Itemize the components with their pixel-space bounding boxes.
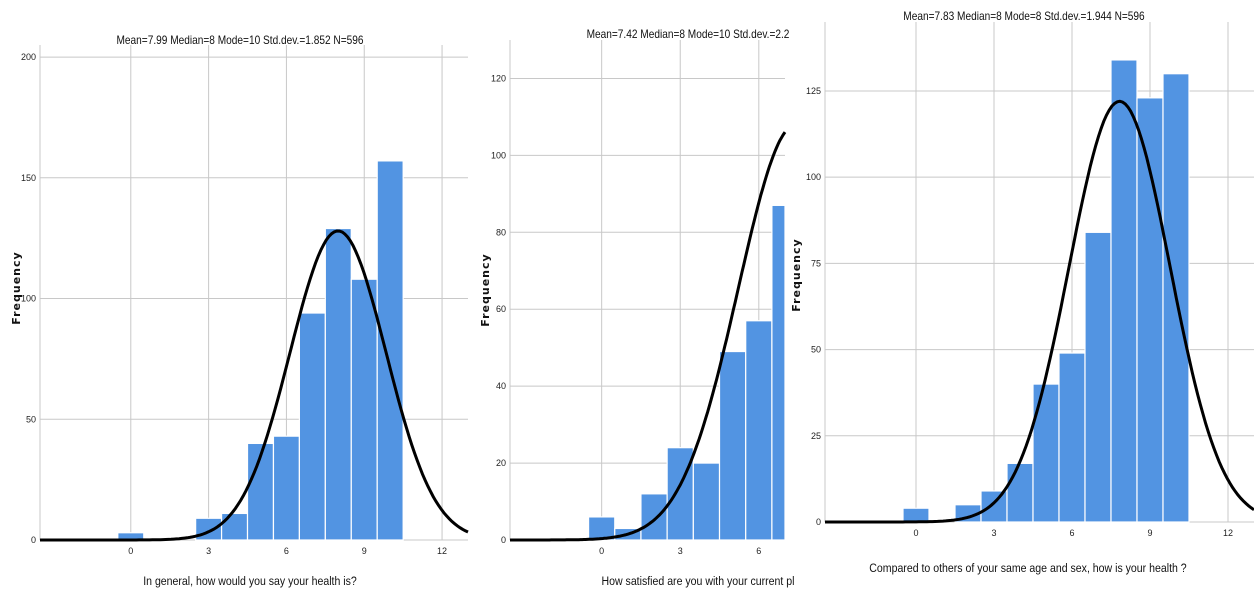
- x-tick-label: 3: [206, 546, 211, 556]
- x-tick-label: 3: [678, 546, 683, 556]
- histogram-bar: [195, 517, 223, 541]
- histogram-panel-general-health: Mean=7.99 Median=8 Mode=10 Std.dev.=1.85…: [10, 34, 469, 588]
- x-tick-label: 6: [756, 546, 761, 556]
- x-tick-label: 0: [128, 546, 133, 556]
- y-axis-label: Frequency: [10, 251, 23, 324]
- chart-title: Mean=7.99 Median=8 Mode=10 Std.dev.=1.85…: [116, 34, 363, 47]
- histogram-bar: [692, 462, 721, 541]
- x-tick-label: 9: [362, 546, 367, 556]
- y-tick-label: 75: [811, 258, 821, 268]
- y-tick-label: 50: [811, 345, 821, 355]
- y-tick-label: 120: [491, 73, 506, 83]
- histogram-bar: [298, 312, 326, 541]
- x-tick-label: 6: [284, 546, 289, 556]
- x-axis-label: Compared to others of your same age and …: [869, 562, 1186, 575]
- histogram-bar: [640, 493, 668, 541]
- histogram-bar: [1136, 97, 1164, 523]
- histogram-bar: [745, 320, 773, 541]
- y-tick-label: 60: [496, 304, 506, 314]
- x-tick-label: 3: [991, 528, 996, 538]
- histogram-bar: [771, 204, 786, 541]
- histogram-panel-satisfaction: Mean=7.42 Median=8 Mode=10 Std.dev.=2.2 …: [479, 28, 794, 588]
- y-axis-label: Frequency: [790, 238, 803, 311]
- histogram-bar: [1032, 383, 1060, 523]
- histogram-bar: [1006, 462, 1034, 523]
- normal-distribution-curve: [40, 229, 469, 542]
- x-axis-label: In general, how would you say your healt…: [143, 575, 357, 588]
- x-axis-label: How satisfied are you with your current …: [602, 575, 795, 588]
- histogram-bar: [350, 278, 378, 541]
- histogram-bar: [980, 490, 1008, 523]
- y-axis-label: Frequency: [479, 253, 492, 326]
- x-tick-label: 12: [1223, 528, 1233, 538]
- y-tick-label: 0: [816, 517, 821, 527]
- y-tick-label: 100: [21, 294, 36, 304]
- y-tick-label: 100: [491, 150, 506, 160]
- x-tick-label: 9: [1147, 528, 1152, 538]
- histogram-bar: [902, 507, 930, 523]
- normal-distribution-curve: [510, 131, 787, 542]
- histogram-bar: [272, 435, 300, 541]
- y-tick-label: 200: [21, 52, 36, 62]
- histogram-bar: [718, 350, 747, 541]
- y-tick-label: 80: [496, 227, 506, 237]
- normal-distribution-curve: [825, 99, 1254, 524]
- y-tick-label: 150: [21, 173, 36, 183]
- y-tick-label: 40: [496, 381, 506, 391]
- y-tick-label: 0: [501, 535, 506, 545]
- histogram-bar: [376, 160, 404, 541]
- y-tick-label: 0: [31, 535, 36, 545]
- x-tick-label: 0: [913, 528, 918, 538]
- y-tick-label: 100: [806, 172, 821, 182]
- y-tick-label: 50: [26, 414, 36, 424]
- histogram-bar: [324, 227, 352, 541]
- y-tick-label: 20: [496, 458, 506, 468]
- histogram-bar: [1058, 352, 1086, 523]
- x-tick-label: 0: [599, 546, 604, 556]
- histogram-bar: [220, 512, 249, 541]
- chart-title: Mean=7.83 Median=8 Mode=8 Std.dev.=1.944…: [903, 10, 1144, 23]
- histogram-panel-compared-health: Mean=7.83 Median=8 Mode=8 Std.dev.=1.944…: [790, 10, 1254, 575]
- chart-title: Mean=7.42 Median=8 Mode=10 Std.dev.=2.2: [587, 28, 790, 41]
- histogram-bar: [1110, 59, 1138, 523]
- x-tick-label: 12: [437, 546, 447, 556]
- y-tick-label: 25: [811, 431, 821, 441]
- y-tick-label: 125: [806, 86, 821, 96]
- histogram-bar: [1084, 231, 1112, 523]
- x-tick-label: 6: [1069, 528, 1074, 538]
